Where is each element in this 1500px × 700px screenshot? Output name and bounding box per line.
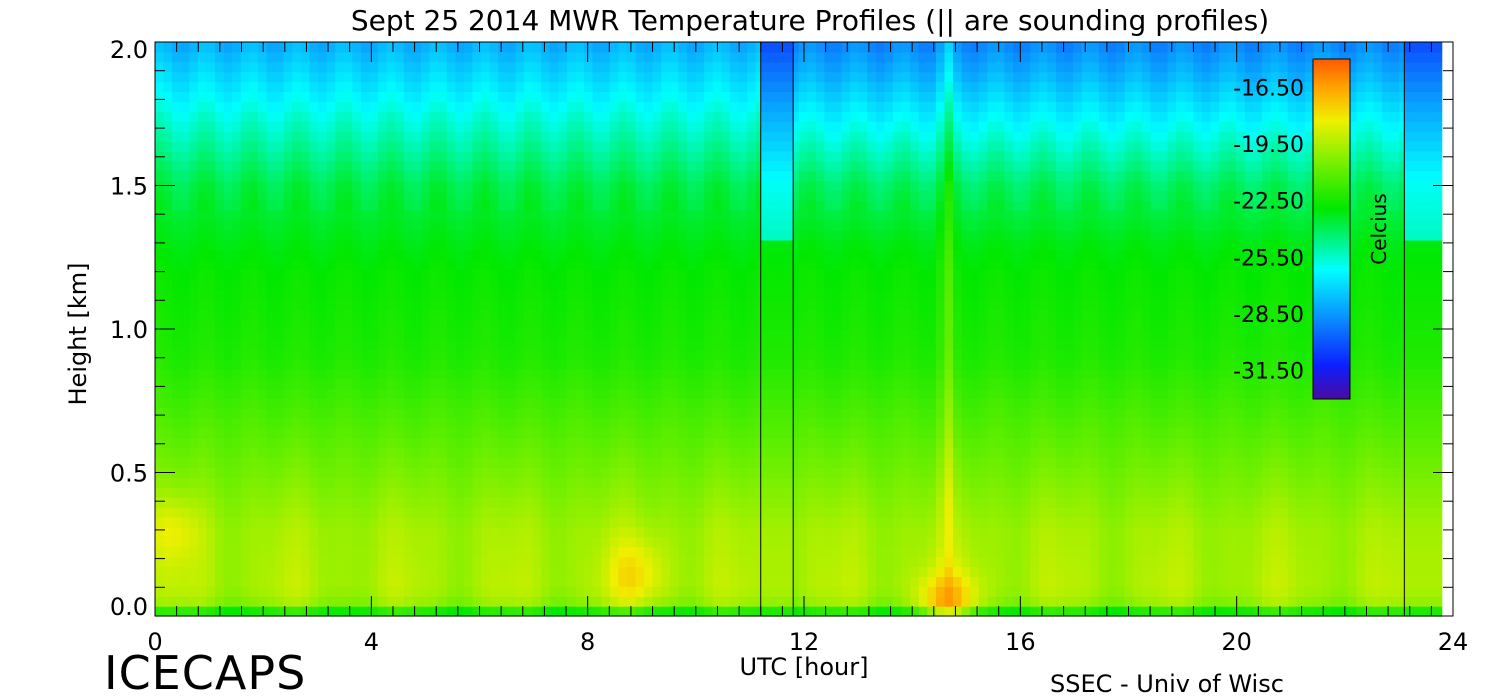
y-tick-label: 0.5	[110, 460, 148, 488]
colorbar-tick-label: -19.50	[1233, 133, 1304, 158]
x-tick-label: 16	[1005, 628, 1036, 656]
colorbar-tick-label: -31.50	[1233, 360, 1304, 385]
colorbar-label: Celcius	[1367, 193, 1391, 264]
x-axis-label: UTC [hour]	[740, 653, 869, 681]
credit-text: SSEC - Univ of Wisc	[1050, 670, 1284, 698]
x-tick-label: 0	[147, 628, 162, 656]
x-tick-labels: 0 4 8 12 16 20 24	[147, 628, 1468, 656]
colorbar-tick-label: -16.50	[1233, 76, 1304, 101]
colorbar-tick-label: -22.50	[1233, 190, 1304, 215]
x-tick-label: 8	[580, 628, 595, 656]
colorbar	[1312, 58, 1351, 400]
colorbar-tick-labels: -16.50 -19.50 -22.50 -25.50 -28.50 -31.50	[1233, 76, 1304, 384]
y-axis-label: Height [km]	[64, 263, 92, 406]
y-tick-label: 1.5	[110, 173, 148, 201]
y-tick-label: 1.0	[110, 316, 148, 344]
y-tick-label: 2.0	[110, 36, 148, 64]
brand-logo-text: ICECAPS	[104, 646, 307, 700]
sounding-markers	[760, 42, 1443, 617]
x-tick-label: 24	[1438, 628, 1469, 656]
colorbar-tick-label: -28.50	[1233, 303, 1304, 328]
colorbar-tick-label: -25.50	[1233, 246, 1304, 271]
heatmap-field	[155, 42, 1453, 617]
axis-ticks	[154, 41, 1454, 617]
y-tick-labels: 0.0 0.5 1.0 1.5 2.0	[110, 36, 148, 621]
x-tick-label: 4	[364, 628, 379, 656]
x-tick-label: 12	[789, 628, 820, 656]
chart-title: Sept 25 2014 MWR Temperature Profiles (|…	[351, 4, 1269, 37]
y-tick-label: 0.0	[110, 593, 148, 621]
x-tick-label: 20	[1221, 628, 1252, 656]
